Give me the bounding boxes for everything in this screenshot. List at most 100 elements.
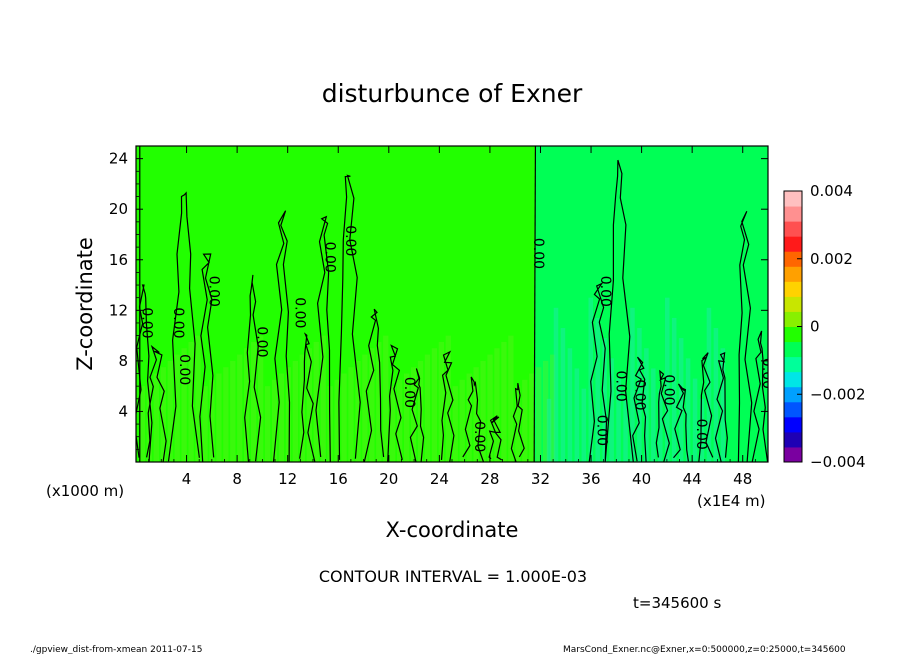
- field-patch-positive: [376, 341, 382, 462]
- contour-label: 0.00: [176, 354, 192, 385]
- field-patch-positive: [431, 348, 438, 462]
- field-patch-negative: [616, 378, 621, 462]
- x-tick-label: 44: [683, 470, 702, 488]
- field-patch-negative: [644, 348, 649, 462]
- field-patch-positive: [146, 379, 153, 462]
- field-right-region: [535, 146, 768, 462]
- field-patch-positive: [487, 354, 493, 462]
- colorbar-segment: [784, 401, 802, 418]
- contour-line: [698, 352, 714, 462]
- field-patch-positive: [237, 354, 243, 462]
- y-tick-label: 24: [109, 150, 128, 168]
- contour-line: [199, 253, 215, 462]
- field-patch-positive: [543, 360, 549, 462]
- contour-label: 0.00: [138, 307, 154, 338]
- contour-line: [632, 356, 647, 462]
- colorbar-segment: [784, 191, 802, 207]
- y-tick-label: 16: [109, 251, 128, 269]
- field-patch-positive: [306, 348, 312, 462]
- field-patch-negative: [658, 388, 663, 462]
- colorbar-segment: [784, 416, 802, 433]
- contour-lines: [136, 146, 768, 462]
- field-patch-positive: [313, 341, 319, 462]
- colorbar-segment: [784, 431, 802, 448]
- field-patch-positive: [480, 360, 486, 462]
- colorbar-segment: [784, 221, 802, 237]
- field-patch-negative: [609, 358, 614, 462]
- field-patch-negative: [720, 348, 726, 462]
- field-patch-negative: [560, 328, 566, 462]
- colorbar-tick-label: 0: [810, 318, 820, 336]
- footer-left-text: ./gpview_dist-from-xmean 2011-07-15: [30, 645, 202, 654]
- contour-label: 0.00: [253, 326, 269, 357]
- colorbar-tick-label: −0.002: [810, 385, 866, 403]
- contour-label: 0.00: [759, 358, 775, 389]
- x-tick-label: 28: [480, 470, 499, 488]
- field-patch-positive: [223, 367, 229, 462]
- field-patch-negative: [637, 328, 642, 462]
- contour-line: [272, 210, 291, 462]
- field-patch-negative: [671, 317, 677, 462]
- field-patch-positive: [257, 335, 264, 462]
- contour-line: [604, 159, 634, 462]
- y-tick-label: 12: [109, 301, 128, 319]
- y-unit-label: (x1000 m): [46, 482, 124, 500]
- contour-line: [440, 350, 455, 462]
- field-patch-negative: [546, 398, 552, 462]
- field-patch-negative: [699, 398, 705, 462]
- colorbar-segment: [784, 386, 802, 403]
- field-patch-positive: [529, 373, 535, 462]
- contour-line: [244, 274, 262, 462]
- chart-title: disturbunce of Exner: [322, 79, 583, 108]
- field-patch-negative: [553, 307, 559, 462]
- contour-line: [533, 146, 537, 462]
- field-layer: 0.00 0.000.000.000.000.000.000.000.000.00…: [136, 146, 775, 462]
- colorbar-segment: [784, 281, 802, 297]
- colorbar-segment: [784, 251, 802, 267]
- field-patch-negative: [567, 348, 573, 462]
- field-patch-positive: [285, 367, 292, 462]
- contour-label: 0.00: [530, 238, 546, 269]
- contour-label: 0.00: [322, 242, 338, 273]
- contour-label: 0.00: [612, 371, 628, 402]
- x-tick-label: 8: [232, 470, 242, 488]
- contour-line: [462, 376, 485, 462]
- field-patch-negative: [713, 328, 719, 462]
- contour-line: [588, 282, 608, 462]
- contour-line: [714, 351, 728, 462]
- field-patch-negative: [623, 398, 628, 462]
- colorbar-segment: [784, 266, 802, 282]
- field-patch-positive: [167, 360, 173, 462]
- field-patch-negative: [664, 297, 670, 462]
- x-tick-label: 20: [379, 470, 398, 488]
- field-patch-positive: [417, 360, 424, 462]
- field-patch-positive: [348, 367, 354, 462]
- colorbar-segment: [784, 236, 802, 252]
- y-tick-label: 8: [118, 352, 128, 370]
- colorbar-segment: [784, 206, 802, 222]
- contour-line: [146, 344, 167, 462]
- contour-label: 0.00: [342, 225, 358, 256]
- contour-label: 0.00: [660, 374, 676, 405]
- field-patch-positive: [403, 373, 410, 462]
- field-patch-positive: [271, 379, 278, 462]
- colorbar: [783, 190, 803, 463]
- colorbar-tick-label: 0.002: [810, 250, 853, 268]
- colorbar-tick-label: −0.004: [810, 453, 866, 471]
- contour-labels: 0.00 0.000.000.000.000.000.000.000.000.00…: [138, 225, 775, 452]
- colorbar-segment: [784, 341, 802, 358]
- field-patch-positive: [536, 367, 542, 462]
- field-patch-positive: [438, 341, 444, 462]
- field-patch-negative: [574, 368, 580, 462]
- field-patch-positive: [264, 386, 271, 462]
- field-patch-positive: [334, 379, 340, 462]
- contour-line: [655, 369, 670, 462]
- contour-line: [673, 383, 689, 462]
- field-patch-negative: [651, 368, 656, 462]
- contour-line: [510, 382, 525, 462]
- field-patch-positive: [278, 373, 285, 462]
- y-tick-label: 20: [109, 200, 128, 218]
- contour-label: 0.00: [593, 415, 609, 446]
- contour-line: [363, 308, 385, 462]
